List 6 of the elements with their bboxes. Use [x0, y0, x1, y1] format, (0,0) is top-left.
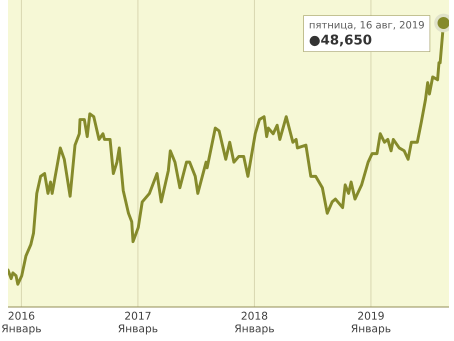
x-tick-label: 2016 Январь: [2, 312, 41, 334]
x-tick-label: 2017 Январь: [118, 312, 158, 334]
x-tick-label: 2018 Январь: [235, 312, 274, 334]
x-tick-label: 2019 Январь: [352, 312, 390, 334]
annotation: ●48,650: [310, 34, 372, 46]
annotation: пятница, 16 авг, 2019: [310, 21, 424, 30]
